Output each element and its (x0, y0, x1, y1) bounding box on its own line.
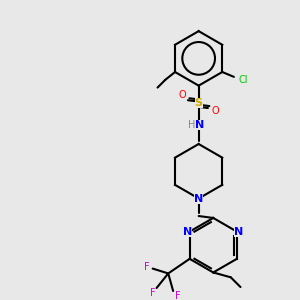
Text: O: O (178, 90, 186, 100)
Text: N: N (194, 194, 203, 203)
Text: N: N (234, 226, 243, 237)
Text: F: F (144, 262, 150, 272)
Text: F: F (150, 288, 155, 298)
Text: Cl: Cl (239, 75, 248, 85)
Text: N: N (183, 226, 192, 237)
Text: F: F (175, 291, 181, 300)
Text: N: N (195, 120, 204, 130)
Text: S: S (195, 98, 203, 108)
Text: O: O (212, 106, 219, 116)
Text: H: H (188, 120, 196, 130)
